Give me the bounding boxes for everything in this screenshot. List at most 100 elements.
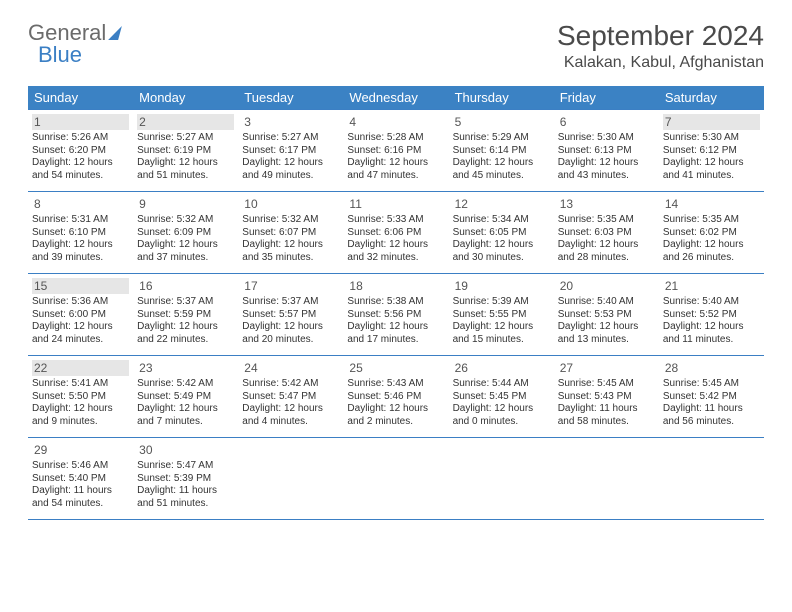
day-details: Sunrise: 5:26 AMSunset: 6:20 PMDaylight:… (32, 132, 129, 182)
calendar-table: SundayMondayTuesdayWednesdayThursdayFrid… (28, 86, 764, 520)
empty-cell (449, 438, 554, 520)
day-number: 20 (558, 278, 575, 294)
day-cell: 27 Sunrise: 5:45 AMSunset: 5:43 PMDayligh… (554, 356, 659, 438)
col-header-saturday: Saturday (659, 86, 764, 110)
day-cell: 14 Sunrise: 5:35 AMSunset: 6:02 PMDayligh… (659, 192, 764, 274)
day-cell: 24 Sunrise: 5:42 AMSunset: 5:47 PMDayligh… (238, 356, 343, 438)
week-row: 22 Sunrise: 5:41 AMSunset: 5:50 PMDayligh… (28, 356, 764, 438)
day-details: Sunrise: 5:45 AMSunset: 5:42 PMDaylight:… (663, 378, 760, 428)
header-row: SundayMondayTuesdayWednesdayThursdayFrid… (28, 86, 764, 110)
day-cell: 25 Sunrise: 5:43 AMSunset: 5:46 PMDayligh… (343, 356, 448, 438)
day-number: 15 (32, 278, 129, 294)
day-number: 14 (663, 196, 680, 212)
day-details: Sunrise: 5:35 AMSunset: 6:02 PMDaylight:… (663, 214, 760, 264)
day-cell: 30 Sunrise: 5:47 AMSunset: 5:39 PMDayligh… (133, 438, 238, 520)
day-cell: 16 Sunrise: 5:37 AMSunset: 5:59 PMDayligh… (133, 274, 238, 356)
col-header-friday: Friday (554, 86, 659, 110)
day-number: 30 (137, 442, 154, 458)
day-number: 22 (32, 360, 129, 376)
day-details: Sunrise: 5:30 AMSunset: 6:12 PMDaylight:… (663, 132, 760, 182)
day-number: 19 (453, 278, 470, 294)
day-number: 5 (453, 114, 464, 130)
day-cell: 18 Sunrise: 5:38 AMSunset: 5:56 PMDayligh… (343, 274, 448, 356)
day-number: 7 (663, 114, 760, 130)
day-details: Sunrise: 5:29 AMSunset: 6:14 PMDaylight:… (453, 132, 550, 182)
day-cell: 5 Sunrise: 5:29 AMSunset: 6:14 PMDaylight… (449, 110, 554, 192)
col-header-tuesday: Tuesday (238, 86, 343, 110)
day-cell: 1 Sunrise: 5:26 AMSunset: 6:20 PMDaylight… (28, 110, 133, 192)
day-number: 16 (137, 278, 154, 294)
col-header-monday: Monday (133, 86, 238, 110)
day-cell: 29Sunrise: 5:46 AMSunset: 5:40 PMDayligh… (28, 438, 133, 520)
day-cell: 9 Sunrise: 5:32 AMSunset: 6:09 PMDaylight… (133, 192, 238, 274)
day-details: Sunrise: 5:31 AMSunset: 6:10 PMDaylight:… (32, 214, 129, 264)
title-block: September 2024 Kalakan, Kabul, Afghanist… (557, 20, 764, 72)
day-number: 11 (347, 196, 363, 212)
day-cell: 10Sunrise: 5:32 AMSunset: 6:07 PMDayligh… (238, 192, 343, 274)
day-cell: 13 Sunrise: 5:35 AMSunset: 6:03 PMDayligh… (554, 192, 659, 274)
day-cell: 19 Sunrise: 5:39 AMSunset: 5:55 PMDayligh… (449, 274, 554, 356)
day-cell: 22 Sunrise: 5:41 AMSunset: 5:50 PMDayligh… (28, 356, 133, 438)
day-number: 9 (137, 196, 148, 212)
day-details: Sunrise: 5:37 AMSunset: 5:57 PMDaylight:… (242, 296, 339, 346)
day-number: 27 (558, 360, 575, 376)
day-number: 10 (242, 196, 259, 212)
day-details: Sunrise: 5:28 AMSunset: 6:16 PMDaylight:… (347, 132, 444, 182)
day-details: Sunrise: 5:36 AMSunset: 6:00 PMDaylight:… (32, 296, 129, 346)
day-cell: 6 Sunrise: 5:30 AMSunset: 6:13 PMDaylight… (554, 110, 659, 192)
day-details: Sunrise: 5:43 AMSunset: 5:46 PMDaylight:… (347, 378, 444, 428)
day-cell: 23Sunrise: 5:42 AMSunset: 5:49 PMDayligh… (133, 356, 238, 438)
day-details: Sunrise: 5:34 AMSunset: 6:05 PMDaylight:… (453, 214, 550, 264)
week-row: 1 Sunrise: 5:26 AMSunset: 6:20 PMDaylight… (28, 110, 764, 192)
day-number: 3 (242, 114, 253, 130)
col-header-sunday: Sunday (28, 86, 133, 110)
day-details: Sunrise: 5:47 AMSunset: 5:39 PMDaylight:… (137, 460, 234, 510)
day-number: 13 (558, 196, 575, 212)
day-number: 18 (347, 278, 364, 294)
day-cell: 12Sunrise: 5:34 AMSunset: 6:05 PMDayligh… (449, 192, 554, 274)
header: General September 2024 Kalakan, Kabul, A… (28, 20, 764, 72)
day-cell: 4 Sunrise: 5:28 AMSunset: 6:16 PMDaylight… (343, 110, 448, 192)
day-details: Sunrise: 5:30 AMSunset: 6:13 PMDaylight:… (558, 132, 655, 182)
day-number: 25 (347, 360, 364, 376)
day-details: Sunrise: 5:45 AMSunset: 5:43 PMDaylight:… (558, 378, 655, 428)
day-details: Sunrise: 5:35 AMSunset: 6:03 PMDaylight:… (558, 214, 655, 264)
day-number: 8 (32, 196, 43, 212)
day-details: Sunrise: 5:27 AMSunset: 6:17 PMDaylight:… (242, 132, 339, 182)
day-number: 4 (347, 114, 358, 130)
day-number: 2 (137, 114, 234, 130)
day-details: Sunrise: 5:38 AMSunset: 5:56 PMDaylight:… (347, 296, 444, 346)
day-details: Sunrise: 5:41 AMSunset: 5:50 PMDaylight:… (32, 378, 129, 428)
day-number: 24 (242, 360, 259, 376)
empty-cell (554, 438, 659, 520)
day-cell: 15 Sunrise: 5:36 AMSunset: 6:00 PMDayligh… (28, 274, 133, 356)
month-title: September 2024 (557, 20, 764, 52)
day-cell: 8 Sunrise: 5:31 AMSunset: 6:10 PMDaylight… (28, 192, 133, 274)
logo-sail-icon (108, 26, 122, 40)
week-row: 15 Sunrise: 5:36 AMSunset: 6:00 PMDayligh… (28, 274, 764, 356)
day-number: 26 (453, 360, 470, 376)
empty-cell (659, 438, 764, 520)
day-number: 29 (32, 442, 49, 458)
day-cell: 28Sunrise: 5:45 AMSunset: 5:42 PMDayligh… (659, 356, 764, 438)
day-cell: 3 Sunrise: 5:27 AMSunset: 6:17 PMDaylight… (238, 110, 343, 192)
week-row: 29Sunrise: 5:46 AMSunset: 5:40 PMDayligh… (28, 438, 764, 520)
week-row: 8 Sunrise: 5:31 AMSunset: 6:10 PMDaylight… (28, 192, 764, 274)
day-details: Sunrise: 5:37 AMSunset: 5:59 PMDaylight:… (137, 296, 234, 346)
day-details: Sunrise: 5:27 AMSunset: 6:19 PMDaylight:… (137, 132, 234, 182)
day-number: 6 (558, 114, 569, 130)
day-number: 21 (663, 278, 680, 294)
day-number: 1 (32, 114, 129, 130)
empty-cell (343, 438, 448, 520)
day-cell: 17 Sunrise: 5:37 AMSunset: 5:57 PMDayligh… (238, 274, 343, 356)
day-details: Sunrise: 5:39 AMSunset: 5:55 PMDaylight:… (453, 296, 550, 346)
day-details: Sunrise: 5:42 AMSunset: 5:47 PMDaylight:… (242, 378, 339, 428)
day-details: Sunrise: 5:44 AMSunset: 5:45 PMDaylight:… (453, 378, 550, 428)
day-cell: 26 Sunrise: 5:44 AMSunset: 5:45 PMDayligh… (449, 356, 554, 438)
day-number: 17 (242, 278, 259, 294)
day-cell: 2 Sunrise: 5:27 AMSunset: 6:19 PMDaylight… (133, 110, 238, 192)
day-details: Sunrise: 5:40 AMSunset: 5:52 PMDaylight:… (663, 296, 760, 346)
col-header-wednesday: Wednesday (343, 86, 448, 110)
day-details: Sunrise: 5:32 AMSunset: 6:09 PMDaylight:… (137, 214, 234, 264)
col-header-thursday: Thursday (449, 86, 554, 110)
